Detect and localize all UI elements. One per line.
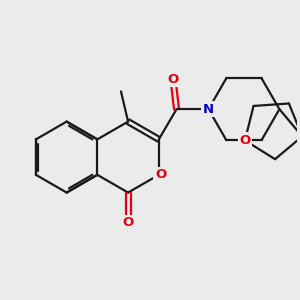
Text: N: N (203, 103, 214, 116)
Text: O: O (239, 134, 250, 147)
Text: O: O (167, 73, 178, 85)
Text: O: O (155, 168, 166, 181)
Text: O: O (122, 216, 134, 229)
